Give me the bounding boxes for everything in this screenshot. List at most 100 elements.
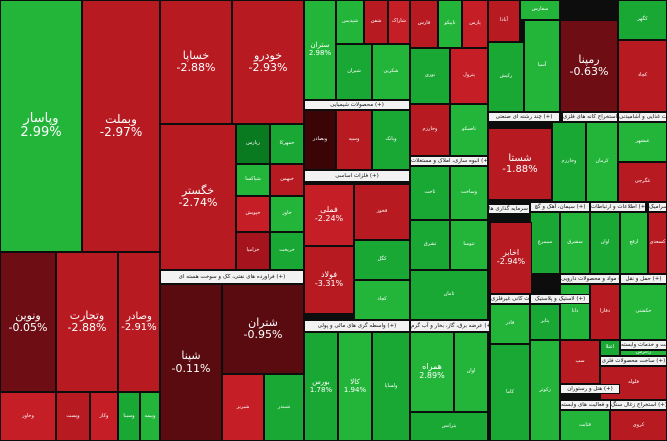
group-pharma[interactable]: مواد و محصولات دارویی (+) [560, 274, 620, 284]
stock-tile-small[interactable]: حکشتی [620, 284, 667, 340]
stock-tile-small[interactable]: تاصیکو [450, 104, 488, 156]
stock-tile-small[interactable]: وسینا [118, 392, 140, 441]
stock-tile-small[interactable]: وخارزم [410, 104, 450, 156]
stock-tile-small[interactable]: شکربن [372, 44, 410, 100]
stock-tile-small[interactable]: خمهرکا [270, 124, 304, 164]
stock-tile-small[interactable]: اوان [590, 212, 620, 274]
stock-tile-khodro[interactable]: خودرو -2.93% [232, 0, 304, 124]
stock-tile-shatran[interactable]: شتران -0.95% [222, 284, 304, 374]
stock-tile-small[interactable]: کچاد [354, 280, 410, 320]
group-telecom[interactable]: اطلاعات و ارتباطات (+) [590, 202, 646, 212]
stock-tile-small[interactable]: شبریز [222, 374, 264, 441]
stock-tile-small[interactable]: نوری [410, 48, 450, 104]
stock-tile-small[interactable]: ارفع [620, 212, 648, 274]
stock-tile-small[interactable]: وخاور [0, 392, 56, 441]
group-metalprod[interactable]: ساخت محصولات فلزی (+) [600, 356, 667, 366]
group-refinery[interactable]: فراورده های نفتی، کک و سوخت هسته ای (+) [160, 270, 304, 284]
stock-tile-small[interactable]: فلوله [600, 366, 667, 400]
stock-tile-kala[interactable]: کالا 1.94% [338, 332, 372, 441]
stock-tile-small[interactable]: کگهر [618, 0, 667, 40]
stock-tile-small[interactable]: پترول [450, 48, 488, 104]
stock-tile-small[interactable]: سپ [560, 340, 600, 384]
stock-tile-small[interactable]: شفن [364, 0, 388, 44]
stock-tile-shapna[interactable]: شپنا -0.11% [160, 284, 222, 441]
stock-tile-khasapa[interactable]: خساپا -2.88% [160, 0, 232, 124]
stock-tile-small[interactable]: شیران [336, 44, 372, 100]
stock-tile-vasaderat[interactable]: وصادر -2.91% [118, 252, 160, 392]
stock-tile-small[interactable]: خریخت [270, 232, 304, 270]
stock-tile-small[interactable]: وساخت [450, 166, 488, 220]
stock-tile-small[interactable]: وبیمه [140, 392, 160, 441]
group-invest[interactable]: سرمایه گذاری ها (+) [488, 204, 530, 214]
stock-tile-small[interactable]: اوان [454, 332, 488, 412]
group-rubber[interactable]: لاستیک و پلاستیک (+) [530, 294, 590, 304]
stock-tile-small[interactable]: شاراک [388, 0, 410, 44]
stock-tile-small[interactable]: آسیا [524, 20, 560, 112]
stock-tile-vatejarat[interactable]: وتجارت -2.88% [56, 252, 118, 392]
stock-tile-fulad[interactable]: فولاد -3.31% [304, 246, 354, 314]
stock-tile-bours[interactable]: بورس 1.78% [304, 332, 338, 441]
stock-tile-small[interactable]: فاذر [490, 304, 530, 344]
stock-tile-small[interactable]: قثابت [560, 410, 610, 441]
stock-tile-small[interactable]: کروی [610, 410, 667, 441]
group-metals[interactable]: فلزات اساسی (+) [304, 170, 410, 182]
group-food[interactable]: محصولات غذایی و آشامیدنی (+) [618, 112, 667, 122]
stock-tile-small[interactable]: کرمان [586, 122, 618, 202]
stock-tile-small[interactable]: فارس [410, 0, 438, 48]
stock-tile-small[interactable]: شبندر [264, 374, 304, 441]
stock-tile-small[interactable]: فخوز [354, 184, 410, 240]
group-transport[interactable]: حمل و نقل (+) [620, 274, 667, 284]
stock-tile-small[interactable]: غبشهر [618, 122, 667, 162]
group-bank[interactable]: واسطه گری های مالی و پولی (+) [304, 320, 410, 332]
stock-tile-small[interactable]: دانا [560, 284, 590, 340]
group-hotel[interactable]: هتل و رستوران (+) [560, 384, 620, 394]
stock-tile-small[interactable]: سشرق [560, 212, 590, 274]
stock-tile-small[interactable]: وبانک [372, 110, 410, 170]
stock-tile-small[interactable]: خبهمن [270, 164, 304, 196]
stock-tile-small[interactable]: سفارس [520, 0, 560, 20]
stock-tile-fameli[interactable]: فملی -2.24% [304, 184, 354, 246]
group-agri[interactable]: زراعت و خدمات وابسته (+) [620, 340, 667, 350]
stock-tile-small[interactable]: بترانس [410, 412, 488, 441]
stock-tile-small[interactable]: زکوثر [530, 340, 560, 441]
stock-tile-small[interactable]: آبادا [488, 0, 520, 42]
stock-tile-setran[interactable]: ستران 2.98% [304, 0, 336, 100]
stock-tile-vanovin[interactable]: ونوین -0.05% [0, 252, 56, 392]
stock-tile-small[interactable]: دفارا [590, 284, 620, 340]
stock-tile-small[interactable]: کچاد [618, 40, 667, 112]
stock-tile-shasta[interactable]: شستا -1.88% [488, 128, 552, 200]
stock-tile-small[interactable]: خپویش [236, 196, 270, 232]
stock-tile-small[interactable]: اعتلا [600, 340, 620, 356]
stock-tile-small[interactable]: ثاخت [410, 166, 450, 220]
stock-tile-small[interactable]: وکار [90, 392, 118, 441]
stock-tile-small[interactable]: ولساپا [372, 332, 410, 441]
stock-tile-vabsaderat[interactable]: وپاسار 2.99% [0, 0, 82, 252]
stock-tile-small[interactable]: شپاکسا [236, 164, 270, 196]
stock-tile-small[interactable]: غگرجی [618, 162, 667, 202]
group-multi[interactable]: چند رشته ای صنعتی (+) [488, 112, 560, 122]
group-other[interactable]: استخراج زغال سنگ (+) [610, 400, 667, 410]
stock-tile-small[interactable]: کاما [490, 344, 530, 441]
stock-tile-khegostar[interactable]: خگستر -2.74% [160, 124, 236, 270]
stock-tile-small[interactable]: وپست [56, 392, 90, 441]
group-ceramic[interactable]: کاشی و سرامیک (+) [648, 202, 667, 212]
stock-tile-small[interactable]: رکیش [488, 42, 524, 112]
stock-tile-small[interactable]: وبصادر [304, 110, 336, 170]
group-mass[interactable]: انبوه سازی، املاک و مستغلات (+) [410, 156, 488, 166]
stock-tile-small[interactable]: وخارزم [552, 122, 586, 202]
group-chemistry[interactable]: محصولات شیمیایی (+) [304, 100, 410, 110]
stock-tile-hamrah[interactable]: همراه 2.89% [410, 332, 454, 412]
stock-tile-small[interactable]: تاپیکو [438, 0, 462, 48]
stock-tile-small[interactable]: رپارس [236, 124, 270, 164]
stock-tile-small[interactable]: ثنوسا [450, 220, 488, 270]
stock-tile-small[interactable]: پارس [462, 0, 488, 48]
group-nonmetal[interactable]: سایر محصولات کانی غیرفلزی (+) [490, 294, 530, 304]
stock-tile-small[interactable]: ثامان [410, 270, 488, 320]
stock-tile-small[interactable]: کسعدی [648, 212, 667, 274]
group-trade[interactable]: عرضه برق، گاز، بخار و آب گرم (+) [410, 320, 490, 332]
stock-tile-small[interactable]: سیمرغ [530, 212, 560, 274]
stock-tile-small[interactable]: وسپه [336, 110, 372, 170]
group-cement[interactable]: سیمان، آهک و گچ (+) [530, 202, 590, 212]
stock-tile-small[interactable]: شپدیس [336, 0, 364, 44]
stock-tile-small[interactable]: ثشرق [410, 220, 450, 270]
